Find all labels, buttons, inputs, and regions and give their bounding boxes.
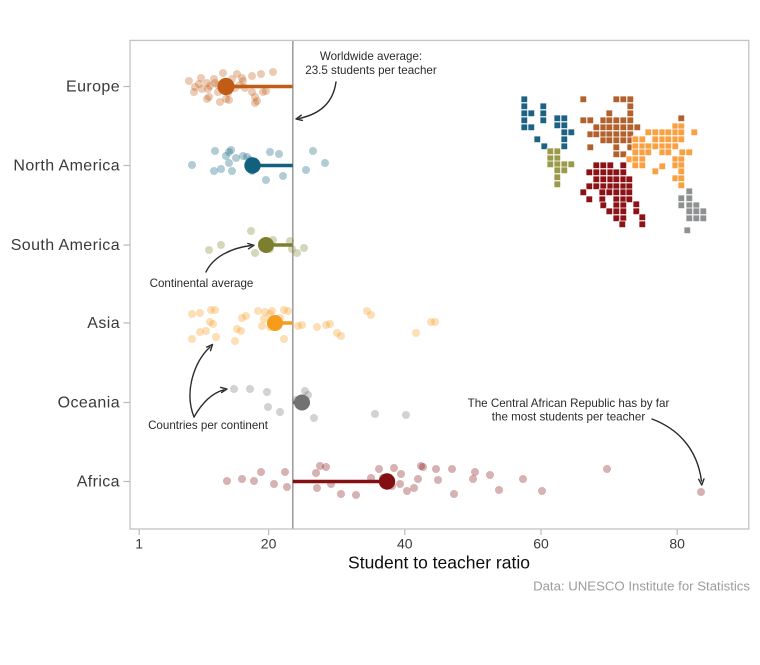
svg-text:80: 80 <box>669 536 685 552</box>
svg-text:20: 20 <box>261 536 277 552</box>
svg-text:North America: North America <box>13 157 120 174</box>
svg-text:Continental average: Continental average <box>150 277 254 290</box>
svg-text:40: 40 <box>397 536 413 552</box>
svg-text:South America: South America <box>11 237 120 254</box>
svg-text:The Central African Republic h: The Central African Republic has by far <box>468 397 670 410</box>
svg-text:23.5 students per teacher: 23.5 students per teacher <box>305 64 437 77</box>
svg-text:60: 60 <box>533 536 549 552</box>
svg-text:Student to teacher ratio: Student to teacher ratio <box>348 553 530 573</box>
svg-text:Africa: Africa <box>77 473 120 490</box>
svg-text:Asia: Asia <box>87 315 120 332</box>
svg-text:the most students per teacher: the most students per teacher <box>492 411 646 424</box>
svg-text:1: 1 <box>135 536 143 552</box>
svg-text:Oceania: Oceania <box>58 394 120 411</box>
svg-text:Data: UNESCO Institute for Sta: Data: UNESCO Institute for Statistics <box>533 579 750 594</box>
svg-text:Countries per continent: Countries per continent <box>148 419 269 432</box>
svg-text:Europe: Europe <box>66 78 120 95</box>
svg-text:Worldwide average:: Worldwide average: <box>320 50 422 63</box>
